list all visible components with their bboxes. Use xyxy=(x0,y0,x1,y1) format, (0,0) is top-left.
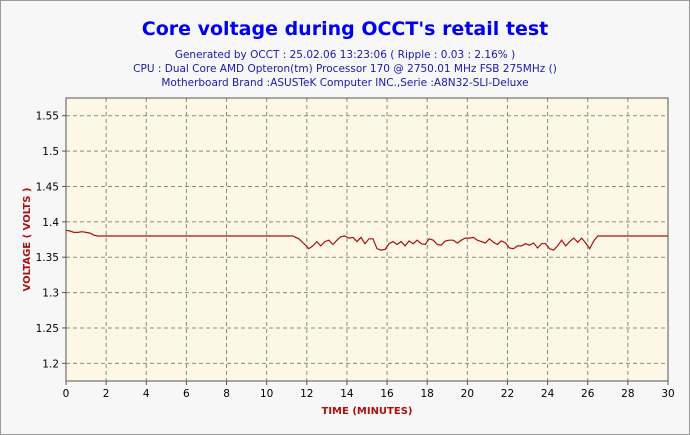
y-tick-label: 1.55 xyxy=(36,111,59,123)
x-tick-label: 16 xyxy=(380,388,394,400)
y-axis-label: VOLTAGE ( VOLTS ) xyxy=(22,188,33,292)
subtitle-generated: Generated by OCCT : 25.02.06 13:23:06 ( … xyxy=(174,49,516,61)
x-tick-label: 28 xyxy=(621,388,634,400)
y-tick-label: 1.3 xyxy=(42,288,59,300)
x-tick-label: 12 xyxy=(300,388,313,400)
x-tick-label: 20 xyxy=(461,388,474,400)
x-tick-label: 26 xyxy=(581,388,595,400)
x-tick-label: 10 xyxy=(260,388,273,400)
voltage-series-line xyxy=(65,229,668,251)
y-tick-label: 1.4 xyxy=(42,217,59,229)
y-tick-label: 1.2 xyxy=(42,358,59,370)
x-tick-label: 18 xyxy=(421,388,434,400)
plot-area xyxy=(66,98,668,381)
y-tick-label: 1.25 xyxy=(36,323,59,335)
subtitle-motherboard: Motherboard Brand :ASUSTeK Computer INC.… xyxy=(161,77,529,89)
chart-title: Core voltage during OCCT's retail test xyxy=(141,18,549,40)
plot-border xyxy=(65,97,669,382)
y-tick-label: 1.35 xyxy=(36,252,59,264)
x-tick-label: 14 xyxy=(340,388,354,400)
x-tick-label: 24 xyxy=(541,388,555,400)
y-tick-label: 1.5 xyxy=(42,146,59,158)
grid-lines xyxy=(66,98,668,381)
x-tick-label: 8 xyxy=(223,388,230,400)
y-tick-label: 1.45 xyxy=(36,181,59,193)
x-tick-label: 4 xyxy=(143,388,150,400)
x-tick-label: 0 xyxy=(63,388,70,400)
x-tick-label: 6 xyxy=(183,388,190,400)
x-tick-label: 2 xyxy=(103,388,110,400)
axis-ticks: 0 2 4 6 8 10 12 14 16 18 20 22 24 26 28 301.21.251.31.3… xyxy=(36,111,675,400)
x-axis-label: TIME (MINUTES) xyxy=(322,406,413,417)
x-tick-label: 30 xyxy=(661,388,674,400)
subtitle-cpu: CPU : Dual Core AMD Opteron(tm) Processo… xyxy=(133,63,557,75)
x-tick-label: 22 xyxy=(501,388,514,400)
